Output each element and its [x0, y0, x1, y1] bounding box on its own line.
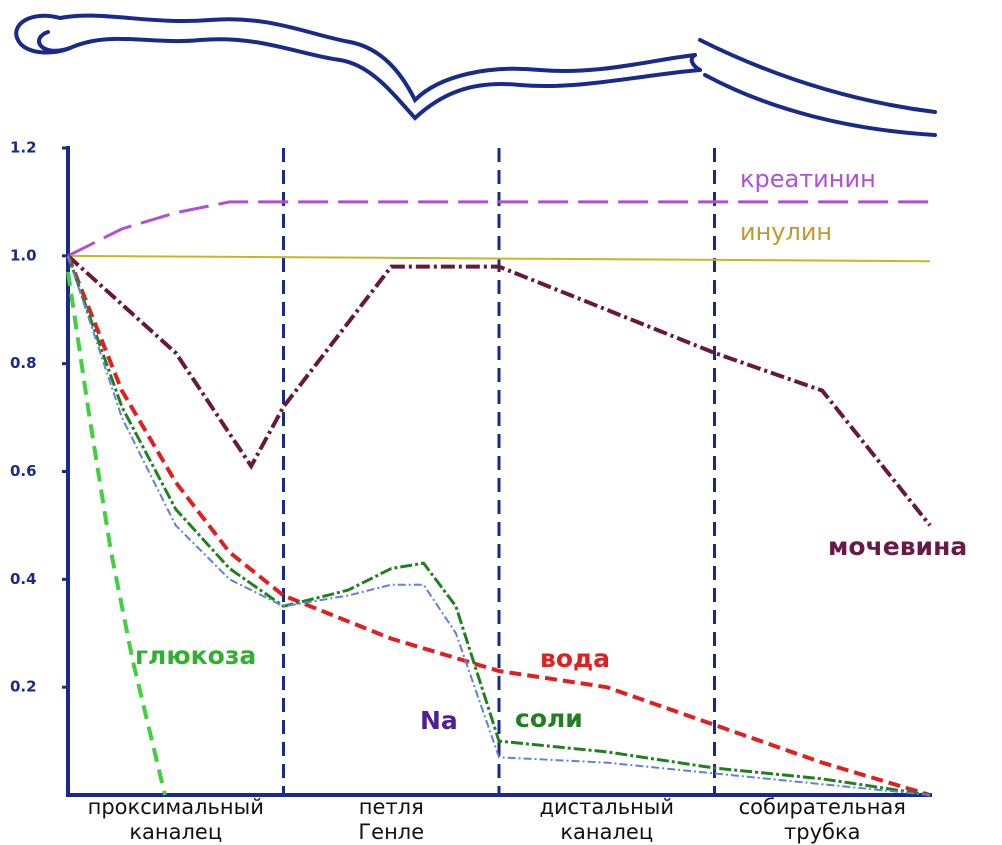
y-tick-label: 0.8: [10, 354, 37, 372]
x-category-label: собирательная: [739, 795, 906, 819]
y-tick-label: 0.4: [10, 570, 37, 588]
series-label: инулин: [740, 218, 832, 246]
x-category-label: трубка: [784, 820, 861, 844]
y-tick-label: 1.0: [10, 246, 37, 264]
x-category-label: дистальный: [539, 795, 674, 819]
series-label: соли: [515, 704, 583, 733]
x-category-label: каналец: [129, 820, 222, 844]
x-category-label: каналец: [560, 820, 653, 844]
x-category-label: Генле: [358, 820, 424, 844]
x-category-label: проксимальный: [88, 795, 264, 819]
x-category-label: петля: [359, 795, 424, 819]
y-tick-label: 0.2: [10, 678, 37, 696]
series-label: вода: [540, 644, 610, 673]
y-tick-label: 0.6: [10, 462, 37, 480]
series-label: мочевина: [828, 532, 967, 561]
series-label: глюкоза: [135, 641, 256, 670]
nephron-drawing: [16, 16, 935, 135]
series-line: [68, 272, 165, 795]
series-label: Na: [420, 706, 458, 735]
series-label: креатинин: [740, 165, 876, 193]
y-tick-label: 1.2: [10, 139, 37, 157]
chart: 0.20.40.60.81.01.2проксимальныйканалецпе…: [0, 0, 1002, 845]
